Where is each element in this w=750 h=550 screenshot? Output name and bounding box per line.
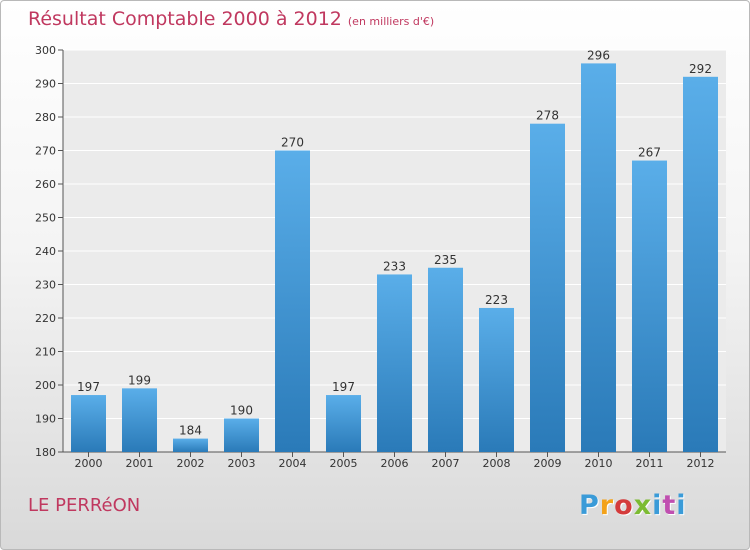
y-tick-label: 260 [35,178,56,191]
bar [632,160,667,453]
bar [122,388,157,452]
proxiti-logo: Proxiti [579,490,687,521]
logo-letter: i [676,490,687,521]
x-tick-label: 2011 [636,457,664,470]
logo-letter: o [614,490,634,521]
y-tick-label: 300 [35,44,56,57]
data-label: 270 [281,136,304,150]
x-tick-label: 2001 [126,457,154,470]
y-tick-label: 270 [35,145,56,158]
y-tick-label: 240 [35,245,56,258]
x-tick-label: 2007 [432,457,460,470]
data-label: 197 [77,380,100,394]
data-label: 296 [587,48,610,62]
x-tick-label: 2008 [483,457,511,470]
data-label: 223 [485,293,508,307]
city-label: LE PERRéON [28,495,141,516]
x-tick-label: 2010 [585,457,613,470]
bar [683,76,718,453]
x-tick-label: 2012 [687,457,715,470]
y-tick-label: 230 [35,279,56,292]
data-label: 267 [638,146,661,160]
y-tick-label: 180 [35,446,56,459]
y-tick-label: 190 [35,413,56,426]
data-label: 278 [536,109,559,123]
bar [71,395,106,452]
logo-letter: x [633,490,653,521]
x-tick-label: 2009 [534,457,562,470]
x-tick-label: 2006 [381,457,409,470]
x-tick-label: 2004 [279,457,307,470]
bar [530,123,565,452]
data-label: 292 [689,62,712,76]
bar [479,307,514,452]
x-tick-label: 2003 [228,457,256,470]
data-label: 235 [434,253,457,267]
y-tick-label: 280 [35,111,56,124]
data-label: 233 [383,259,406,273]
x-tick-label: 2000 [75,457,103,470]
y-tick-label: 290 [35,78,56,91]
y-tick-label: 250 [35,212,56,225]
chart-title: Résultat Comptable 2000 à 2012 (en millie… [28,8,434,30]
data-label: 184 [179,424,202,438]
y-tick-label: 220 [35,312,56,325]
bar [224,418,259,452]
x-tick-label: 2005 [330,457,358,470]
x-tick-label: 2002 [177,457,205,470]
logo-letter: P [579,490,600,521]
data-label: 190 [230,404,253,418]
logo-letter: i [652,490,663,521]
logo-letter: t [662,490,677,521]
y-tick-label: 210 [35,346,56,359]
bar [377,274,412,452]
data-label: 197 [332,380,355,394]
chart-title-text: Résultat Comptable 2000 à 2012 [28,8,342,30]
bar [428,267,463,452]
data-label: 199 [128,373,151,387]
bar [173,438,208,452]
logo-letter: r [599,490,615,521]
bar [581,63,616,453]
bar [326,395,361,452]
chart-subtitle: (en milliers d'€) [347,15,435,28]
y-tick-label: 200 [35,379,56,392]
bar [275,150,310,452]
